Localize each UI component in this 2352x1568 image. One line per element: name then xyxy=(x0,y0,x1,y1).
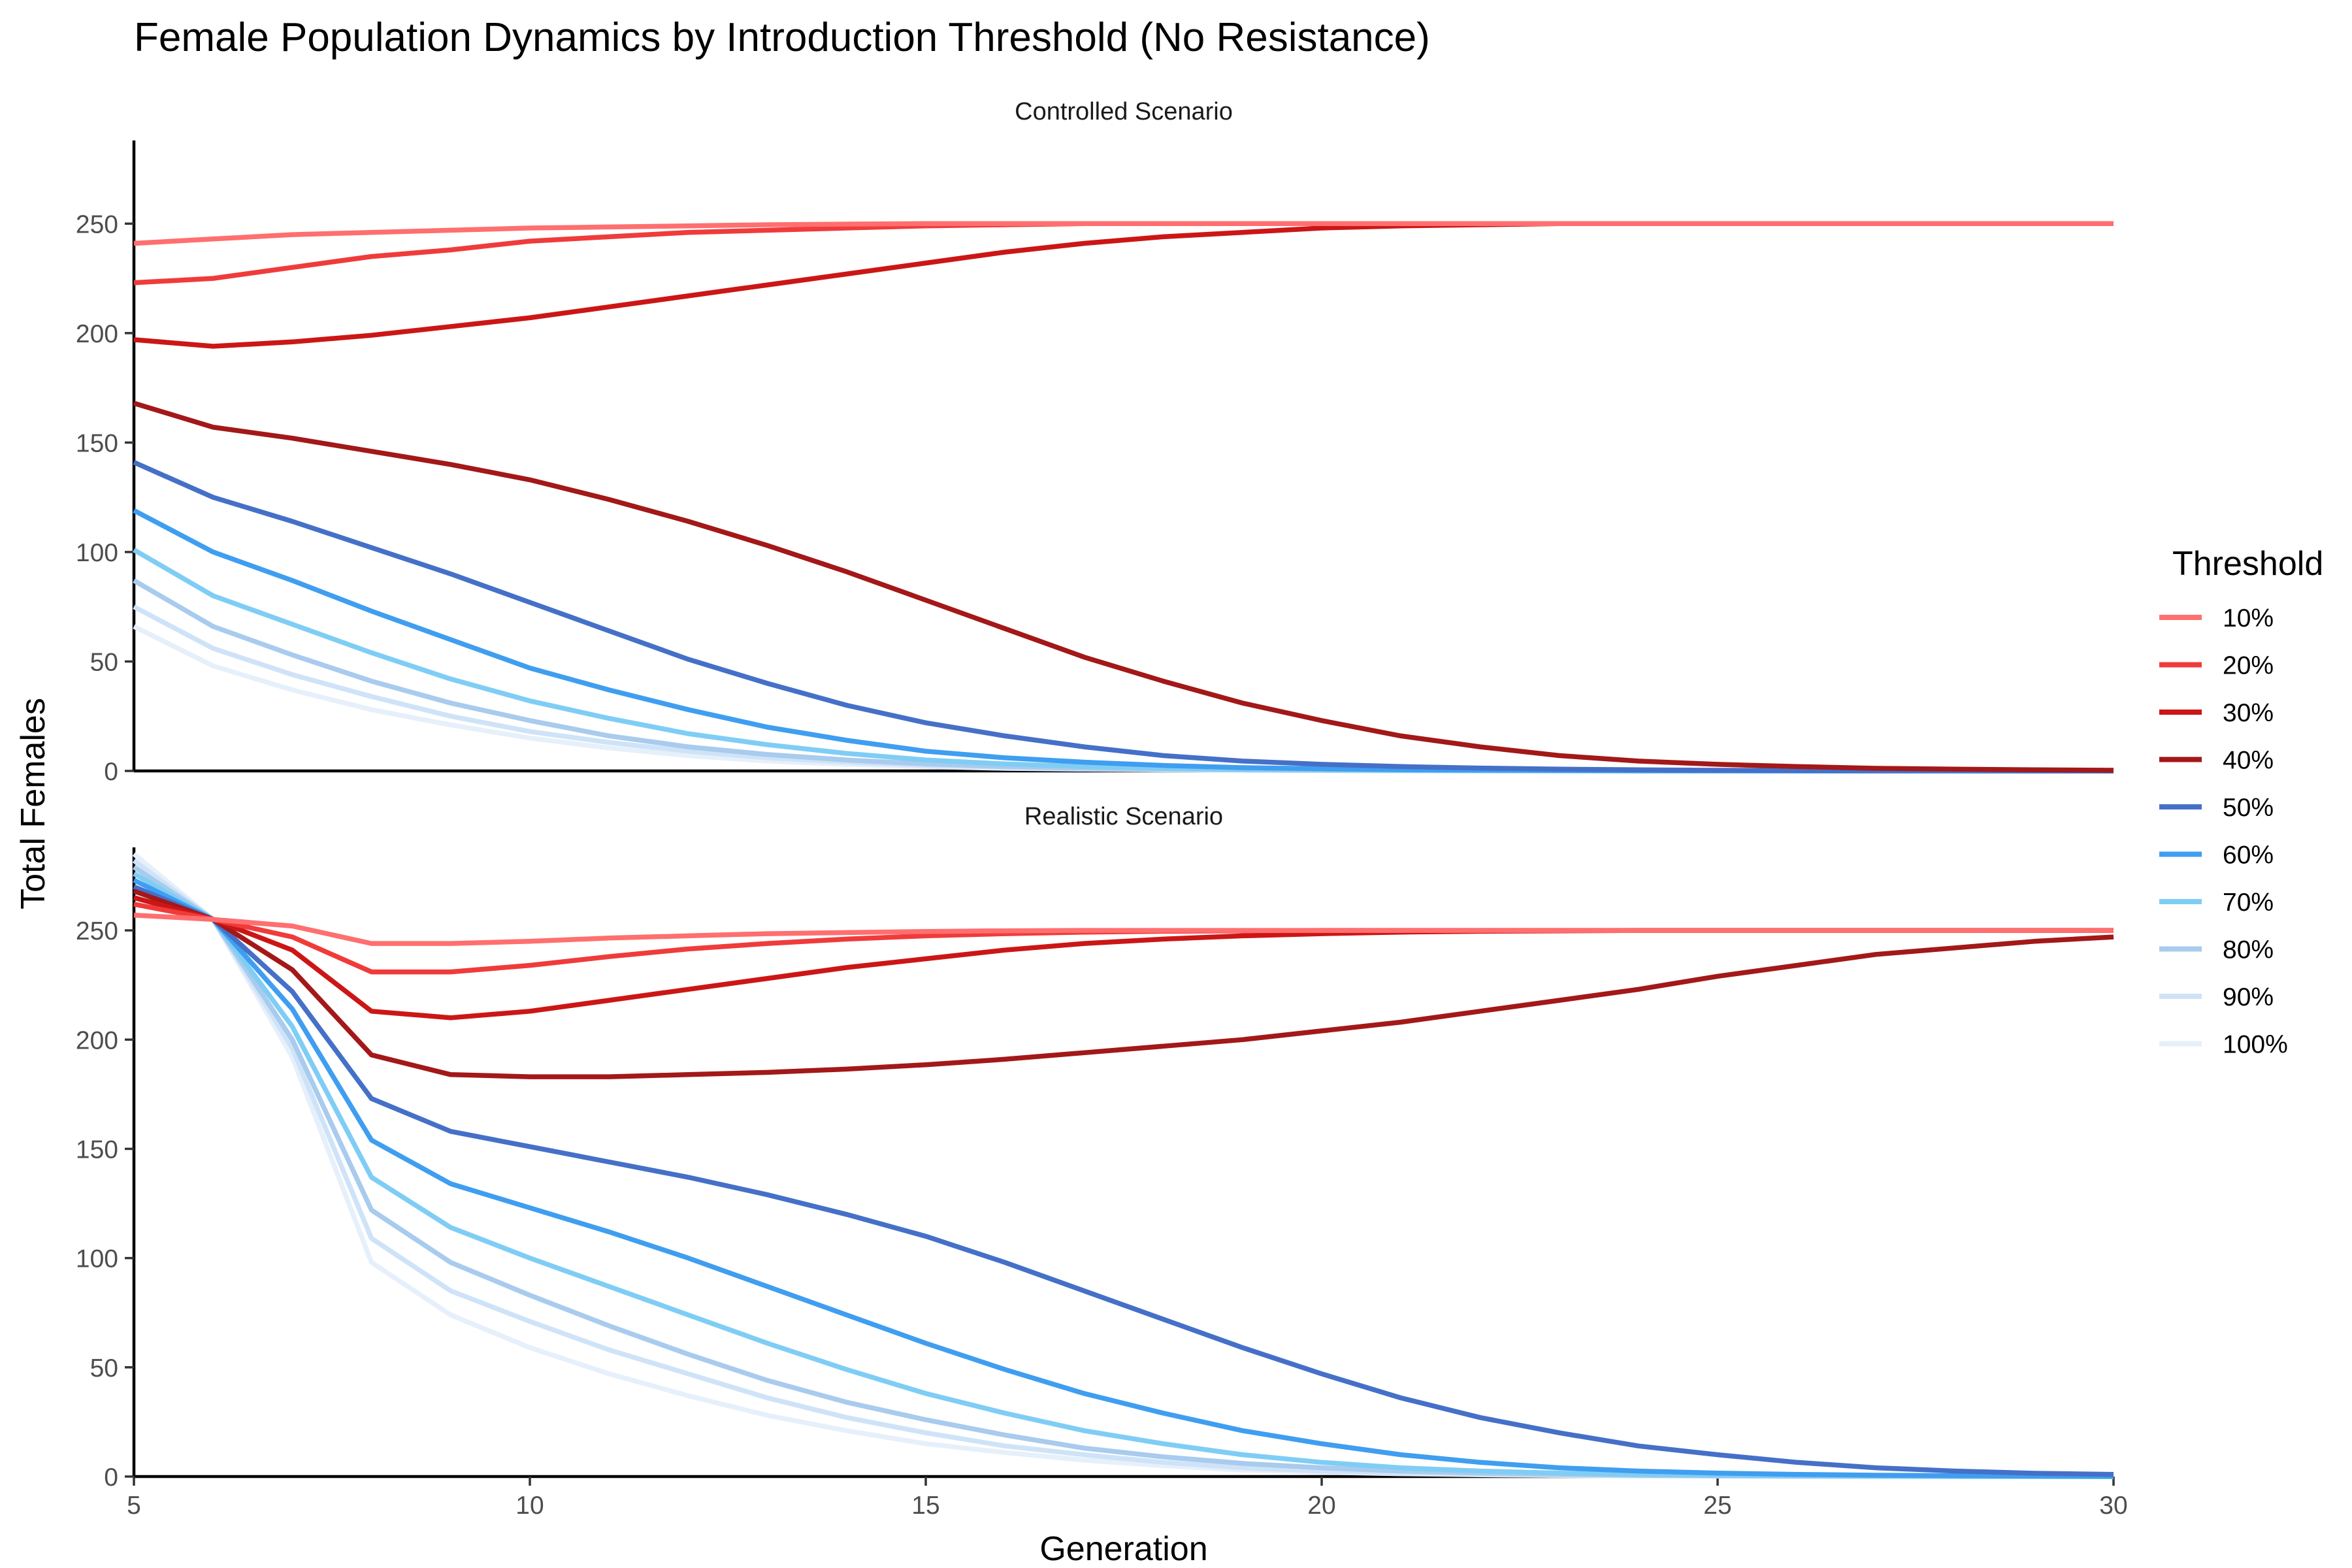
legend-label: 90% xyxy=(2223,983,2274,1011)
legend-label: 10% xyxy=(2223,604,2274,632)
x-tick-label: 20 xyxy=(1307,1492,1335,1520)
x-tick-label: 25 xyxy=(1703,1492,1731,1520)
legend-label: 40% xyxy=(2223,747,2274,775)
series-line-10pct xyxy=(133,221,2114,246)
y-tick-label: 50 xyxy=(90,1354,118,1382)
y-tick-label: 0 xyxy=(104,758,118,786)
y-tick-label: 250 xyxy=(76,210,118,238)
y-tick-label: 200 xyxy=(76,320,118,348)
x-tick-label: 30 xyxy=(2099,1492,2127,1520)
legend-label: 100% xyxy=(2223,1031,2288,1059)
series-line-40pct xyxy=(133,889,2114,1079)
series-line-50pct xyxy=(133,460,2114,774)
x-tick-label: 15 xyxy=(911,1492,939,1520)
panel-strip-label: Realistic Scenario xyxy=(1024,803,1223,830)
y-tick-label: 100 xyxy=(76,1245,118,1273)
y-tick-label: 0 xyxy=(104,1463,118,1492)
panel-realistic-scenario: Realistic Scenario 0 50 100 150 200 250 5 10 15 2… xyxy=(76,803,2128,1520)
legend: Threshold 10% 20% 30% 40% 50% 60% 70% 80% 90% 100… xyxy=(2159,545,2323,1059)
panel-controlled-scenario: Controlled Scenario 0 50 100 150 200 250 xyxy=(76,98,2114,786)
y-tick-label: 150 xyxy=(76,1135,118,1164)
y-axis-title: Total Females xyxy=(14,698,52,909)
panel-strip-label: Controlled Scenario xyxy=(1015,98,1233,125)
series-line-60pct xyxy=(133,877,2114,1479)
legend-label: 80% xyxy=(2223,936,2274,964)
y-tick-label: 200 xyxy=(76,1026,118,1054)
series-line-10pct xyxy=(133,912,2114,946)
legend-label: 20% xyxy=(2223,652,2274,680)
y-tick-label: 100 xyxy=(76,539,118,567)
legend-label: 30% xyxy=(2223,699,2274,727)
y-tick-label: 50 xyxy=(90,648,118,676)
legend-label: 70% xyxy=(2223,889,2274,917)
x-axis-title: Generation xyxy=(1039,1530,1207,1568)
series-line-50pct xyxy=(133,884,2114,1477)
chart-title: Female Population Dynamics by Introducti… xyxy=(134,15,1430,60)
series-line-40pct xyxy=(133,400,2114,773)
legend-label: 50% xyxy=(2223,794,2274,822)
legend-title: Threshold xyxy=(2172,545,2323,583)
legend-label: 60% xyxy=(2223,841,2274,870)
y-tick-label: 150 xyxy=(76,429,118,457)
x-tick-label: 10 xyxy=(515,1492,544,1520)
y-tick-label: 250 xyxy=(76,917,118,945)
x-tick-label: 5 xyxy=(127,1492,141,1520)
